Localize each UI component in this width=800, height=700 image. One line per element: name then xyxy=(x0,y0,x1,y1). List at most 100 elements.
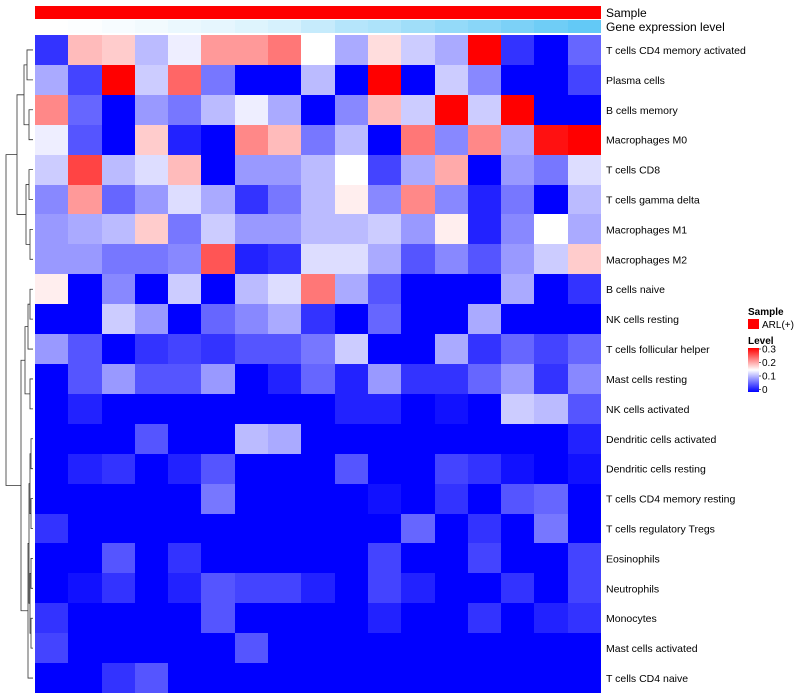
heatmap-cell xyxy=(102,155,135,185)
heatmap-cell xyxy=(468,65,501,95)
annotation-label-sample: Sample xyxy=(606,6,647,20)
gene-expression-annotation-cell xyxy=(534,20,568,33)
heatmap-cell xyxy=(501,125,534,155)
dendrogram-branch xyxy=(28,109,33,141)
heatmap-cell xyxy=(135,274,168,304)
heatmap-cell xyxy=(235,95,268,125)
heatmap-cell xyxy=(501,185,534,214)
heatmap-cell xyxy=(268,484,301,514)
heatmap-cell xyxy=(201,573,235,603)
heatmap-cell xyxy=(501,95,534,125)
heatmap-cell xyxy=(102,364,135,394)
heatmap-cell xyxy=(501,663,534,693)
heatmap-cell xyxy=(401,573,435,603)
heatmap-cell xyxy=(268,364,301,394)
heatmap-cell xyxy=(368,334,401,364)
heatmap-cell xyxy=(368,274,401,304)
gene-expression-annotation-cell xyxy=(135,20,168,33)
heatmap-cell xyxy=(568,274,601,304)
heatmap-cell xyxy=(35,244,68,274)
heatmap-cell xyxy=(201,95,235,125)
heatmap-cell xyxy=(435,334,468,364)
heatmap-cell xyxy=(168,394,201,424)
heatmap-cell xyxy=(301,274,335,304)
heatmap-cell xyxy=(168,334,201,364)
row-label: T cells regulatory Tregs xyxy=(606,524,715,536)
legend-tick-label: 0 xyxy=(762,385,768,396)
row-label: Mast cells activated xyxy=(606,643,698,655)
legend: Sample ARL(+) Level 0.3 0.2 0.1 0 xyxy=(748,307,794,396)
heatmap-cell xyxy=(468,484,501,514)
column-annotation-bars xyxy=(35,6,601,33)
heatmap-cell xyxy=(501,514,534,543)
heatmap-cell xyxy=(501,633,534,663)
heatmap-cell xyxy=(501,214,534,244)
legend-level-ticks: 0.3 0.2 0.1 0 xyxy=(759,345,776,396)
heatmap-cell xyxy=(401,65,435,95)
heatmap-cell xyxy=(501,424,534,454)
heatmap-cell xyxy=(235,244,268,274)
heatmap-cell xyxy=(368,394,401,424)
heatmap-cell xyxy=(468,155,501,185)
heatmap-cell xyxy=(135,514,168,543)
heatmap-cell xyxy=(468,603,501,633)
heatmap-cell xyxy=(135,394,168,424)
heatmap-cell xyxy=(435,185,468,214)
heatmap-cell xyxy=(501,304,534,334)
heatmap-cell xyxy=(268,394,301,424)
heatmap-cell xyxy=(35,394,68,424)
heatmap-cell xyxy=(401,663,435,693)
heatmap-cell xyxy=(435,35,468,65)
heatmap-cell xyxy=(534,394,568,424)
heatmap-cell xyxy=(168,454,201,484)
heatmap-cell xyxy=(301,155,335,185)
heatmap-cell xyxy=(168,573,201,603)
heatmap-cell xyxy=(368,214,401,244)
heatmap-cell xyxy=(301,663,335,693)
heatmap-cell xyxy=(501,155,534,185)
heatmap-cell xyxy=(335,274,368,304)
heatmap-cell xyxy=(68,214,102,244)
heatmap-cell xyxy=(201,304,235,334)
heatmap-cell xyxy=(135,304,168,334)
heatmap-cell xyxy=(168,484,201,514)
heatmap-cell xyxy=(135,95,168,125)
heatmap-cell xyxy=(534,454,568,484)
heatmap-cell xyxy=(534,573,568,603)
heatmap-cell xyxy=(102,65,135,95)
heatmap-cell xyxy=(102,573,135,603)
dendrogram-branch xyxy=(24,326,30,395)
heatmap-cell xyxy=(268,603,301,633)
heatmap-cell xyxy=(168,543,201,573)
heatmap-cell xyxy=(235,274,268,304)
heatmap-cell xyxy=(435,454,468,484)
heatmap-cell xyxy=(68,514,102,543)
heatmap-cell xyxy=(268,155,301,185)
sample-annotation-cell xyxy=(401,6,435,19)
heatmap-cell xyxy=(568,543,601,573)
heatmap-cell xyxy=(435,214,468,244)
heatmap-cell xyxy=(568,35,601,65)
heatmap-cell xyxy=(534,304,568,334)
heatmap-cell xyxy=(534,65,568,95)
heatmap-cell xyxy=(201,65,235,95)
heatmap-cell xyxy=(68,424,102,454)
heatmap-cell xyxy=(568,125,601,155)
heatmap-cell xyxy=(435,274,468,304)
heatmap-cell xyxy=(368,155,401,185)
heatmap-cell xyxy=(102,334,135,364)
heatmap-cell xyxy=(68,394,102,424)
heatmap-cell xyxy=(335,633,368,663)
heatmap-cell xyxy=(534,424,568,454)
heatmap-cell xyxy=(301,35,335,65)
row-label: B cells memory xyxy=(606,105,679,117)
legend-tick-label: 0.2 xyxy=(762,358,776,369)
heatmap-cell xyxy=(335,543,368,573)
heatmap-cell xyxy=(135,244,168,274)
heatmap-cell xyxy=(35,514,68,543)
sample-annotation-cell xyxy=(168,6,201,19)
heatmap-cell xyxy=(168,274,201,304)
heatmap-cell xyxy=(468,334,501,364)
heatmap-cell xyxy=(35,543,68,573)
heatmap-cell xyxy=(401,394,435,424)
